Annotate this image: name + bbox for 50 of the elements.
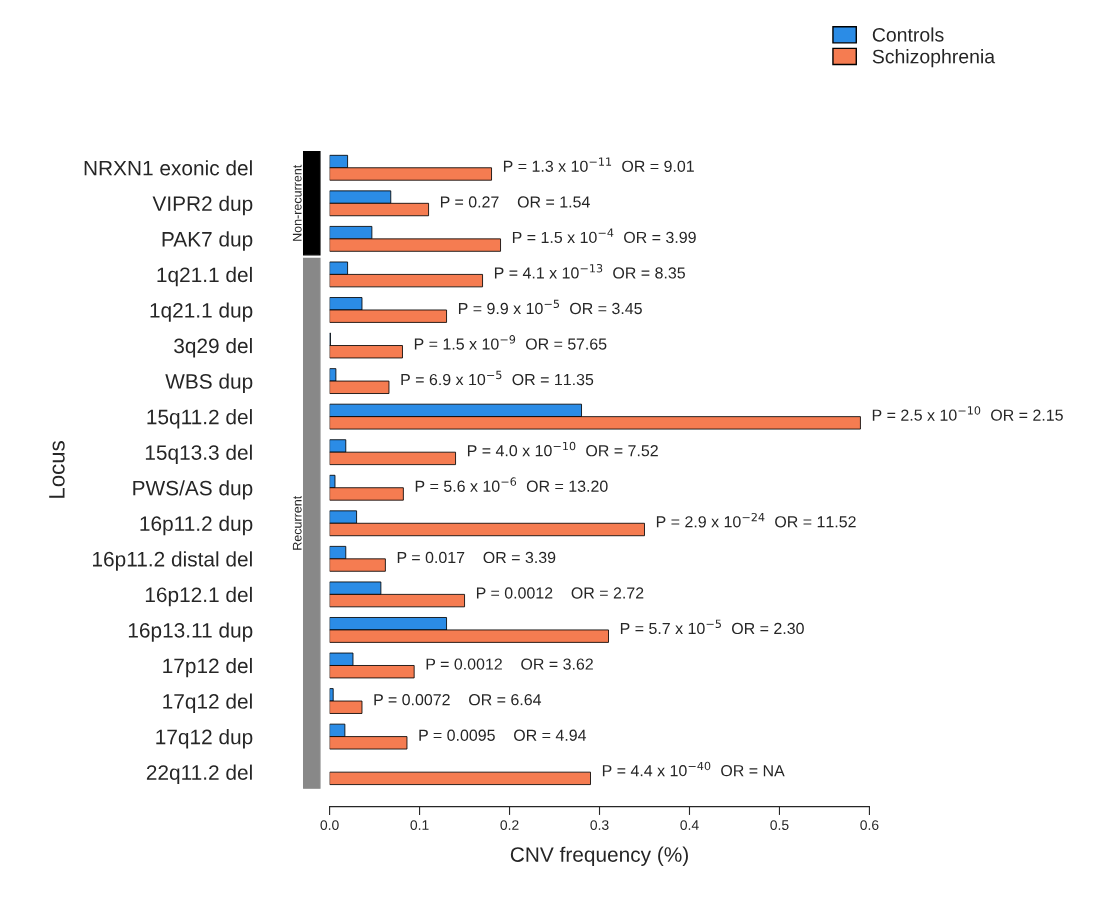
annotation: P = 0.27 OR = 1.54: [440, 196, 590, 208]
annotation: P = 0.017 OR = 3.39: [397, 551, 556, 564]
y-tick-label: 17q12 del: [163, 693, 252, 713]
text: Recurrent: [292, 495, 302, 550]
annotation: P = 1.5 x 10$^{−4}$ OR = 3.99: [512, 228, 696, 244]
legend-label: Schizophrenia: [872, 49, 996, 68]
y-tick-label: 16p11.2 dup: [140, 515, 253, 536]
y-tick-label: 1q21.1 dup: [150, 302, 253, 322]
y-tick-label: WBS dup: [165, 373, 253, 393]
annotation: P = 0.0012 OR = 2.72: [476, 587, 644, 599]
annotation: P = 9.9 x 10$^{−5}$ OR = 3.45: [458, 299, 642, 315]
y-tick-label: 17p12 del: [163, 657, 252, 678]
y-tick-label: 16p12.1 del: [145, 586, 252, 607]
annotation: P = 0.0095 OR = 4.94: [419, 729, 587, 741]
y-tick-label: PAK7 dup: [162, 231, 253, 251]
y-tick-label: 3q29 del: [174, 337, 252, 358]
x-tick-label: 0.5: [770, 820, 789, 830]
x-axis-title: CNV frequency (%): [510, 846, 688, 867]
y-tick-label: 16p11.2 distal del: [93, 551, 252, 571]
x-tick-label: 0.2: [500, 820, 519, 830]
y-tick-label: PWS/AS dup: [133, 480, 253, 500]
y-tick-label: NRXN1 exonic del: [84, 160, 252, 176]
x-tick-label: 0.6: [860, 820, 879, 830]
annotation: P = 2.9 x 10$^{−24}$ OR = 11.52: [656, 512, 856, 528]
bar: [329, 771, 591, 786]
x-tick-label: 0.1: [410, 820, 429, 830]
y-tick-label: 15q11.2 del: [147, 409, 252, 429]
annotation: P = 5.7 x 10$^{−5}$ OR = 2.30: [620, 619, 804, 635]
y-tick-label: 17q12 dup: [156, 729, 253, 749]
legend-label: Controls: [872, 27, 944, 42]
annotation: P = 4.0 x 10$^{−10}$ OR = 7.52: [467, 441, 658, 457]
annotation: P = 0.0012 OR = 3.62: [426, 658, 593, 670]
annotation: P = 4.4 x 10$^{−40}$ OR = NA: [602, 761, 785, 777]
text: Non-recurrent: [292, 164, 302, 241]
annotation: P = 1.3 x 10$^{−11}$ OR = 9.01: [503, 157, 694, 172]
annotation: P = 6.9 x 10$^{−5}$ OR = 11.35: [401, 370, 594, 386]
annotation: P = 0.0072 OR = 6.64: [374, 694, 542, 706]
x-tick-label: 0.0: [320, 820, 339, 830]
x-tick-label: 0.4: [680, 820, 699, 830]
y-tick-label: 16p13.11 dup: [128, 622, 253, 642]
y-axis-title: Locus: [49, 441, 65, 498]
x-tick-label: 0.3: [590, 820, 609, 830]
annotation: P = 2.5 x 10$^{−10}$ OR = 2.15: [872, 406, 1063, 421]
y-tick-label: VIPR2 dup: [152, 195, 253, 216]
annotation: P = 4.1 x 10$^{−13}$ OR = 8.35: [494, 264, 685, 279]
y-tick-label: 22q11.2 del: [146, 764, 252, 785]
y-tick-label: 1q21.1 del: [157, 266, 252, 287]
y-tick-label: 15q13.3 del: [145, 444, 252, 465]
annotation: P = 1.5 x 10$^{−9}$ OR = 57.65: [414, 335, 607, 350]
annotation: P = 5.6 x 10$^{−6}$ OR = 13.20: [415, 477, 608, 492]
